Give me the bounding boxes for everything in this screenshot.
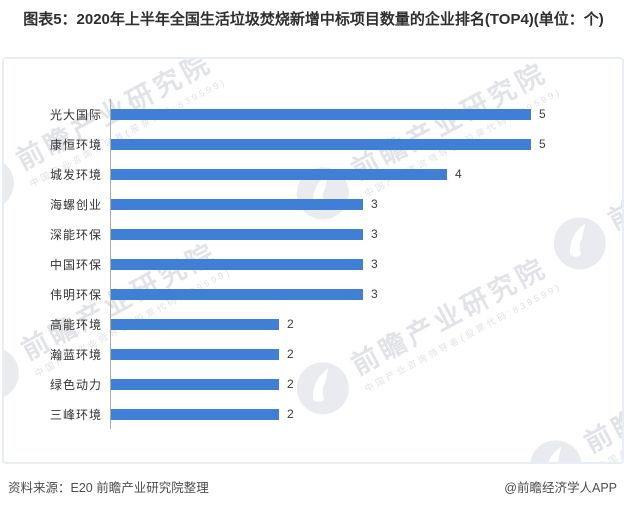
bar-area: 2 <box>110 339 622 369</box>
bar-area: 3 <box>110 279 622 309</box>
bar-area: 5 <box>110 129 622 159</box>
category-label: 光大国际 <box>49 107 102 122</box>
value-label: 3 <box>371 197 378 211</box>
footer: 资料来源：E20 前瞻产业研究院整理 @前瞻经济学人APP <box>0 472 627 500</box>
bar-area: 3 <box>110 219 622 249</box>
source-note: 资料来源：E20 前瞻产业研究院整理 <box>8 480 209 495</box>
bar-row: 中国环保 3 <box>4 249 622 279</box>
bar-chart: 光大国际 5 康恒环境 5 城发环境 4 海螺创业 3 深能环保 3 <box>4 99 622 429</box>
bar-area: 3 <box>110 249 622 279</box>
category-label: 城发环境 <box>49 167 102 182</box>
bar <box>111 378 279 390</box>
bar <box>111 318 279 330</box>
value-label: 2 <box>287 347 294 361</box>
bar <box>111 228 363 240</box>
category-label: 伟明环保 <box>49 287 102 302</box>
bar-row: 高能环境 2 <box>4 309 622 339</box>
bar-area: 2 <box>110 369 622 399</box>
category-label: 深能环保 <box>49 227 102 242</box>
bar <box>111 108 531 120</box>
qianzhan-logo-icon <box>529 440 582 462</box>
bar <box>111 258 363 270</box>
bar-row: 伟明环保 3 <box>4 279 622 309</box>
bar <box>111 138 531 150</box>
chart-panel: 前瞻产业研究院 中国产业咨询领导者(股票代码:839599) 前瞻产业研究院 中… <box>2 57 624 464</box>
bar-row: 海螺创业 3 <box>4 189 622 219</box>
value-label: 3 <box>371 227 378 241</box>
bar-row: 康恒环境 5 <box>4 129 622 159</box>
bar <box>111 288 363 300</box>
bar-area: 2 <box>110 399 622 429</box>
bar-row: 三峰环境 2 <box>4 399 622 429</box>
category-label: 中国环保 <box>49 257 102 272</box>
value-label: 3 <box>371 287 378 301</box>
category-label: 绿色动力 <box>49 377 102 392</box>
value-label: 2 <box>287 317 294 331</box>
category-label: 三峰环境 <box>49 407 102 422</box>
bar-row: 城发环境 4 <box>4 159 622 189</box>
category-label: 瀚蓝环境 <box>49 347 102 362</box>
credit-note: @前瞻经济学人APP <box>504 480 617 495</box>
value-label: 2 <box>287 377 294 391</box>
bar-area: 3 <box>110 189 622 219</box>
chart-title: 图表5：2020年上半年全国生活垃圾焚烧新增中标项目数量的企业排名(TOP4)(… <box>23 11 604 28</box>
value-label: 4 <box>455 167 462 181</box>
bar <box>111 198 363 210</box>
bar-row: 瀚蓝环境 2 <box>4 339 622 369</box>
bar-area: 4 <box>110 159 622 189</box>
bar <box>111 348 279 360</box>
bar-row: 深能环保 3 <box>4 219 622 249</box>
bar-row: 光大国际 5 <box>4 99 622 129</box>
category-label: 高能环境 <box>49 317 102 332</box>
value-label: 5 <box>539 137 546 151</box>
bar-row: 绿色动力 2 <box>4 369 622 399</box>
category-label: 海螺创业 <box>49 197 102 212</box>
value-label: 2 <box>287 407 294 421</box>
bar-area: 2 <box>110 309 622 339</box>
bar <box>111 408 279 420</box>
category-label: 康恒环境 <box>49 137 102 152</box>
value-label: 3 <box>371 257 378 271</box>
bar-area: 5 <box>110 99 622 129</box>
value-label: 5 <box>539 107 546 121</box>
bar <box>111 168 447 180</box>
